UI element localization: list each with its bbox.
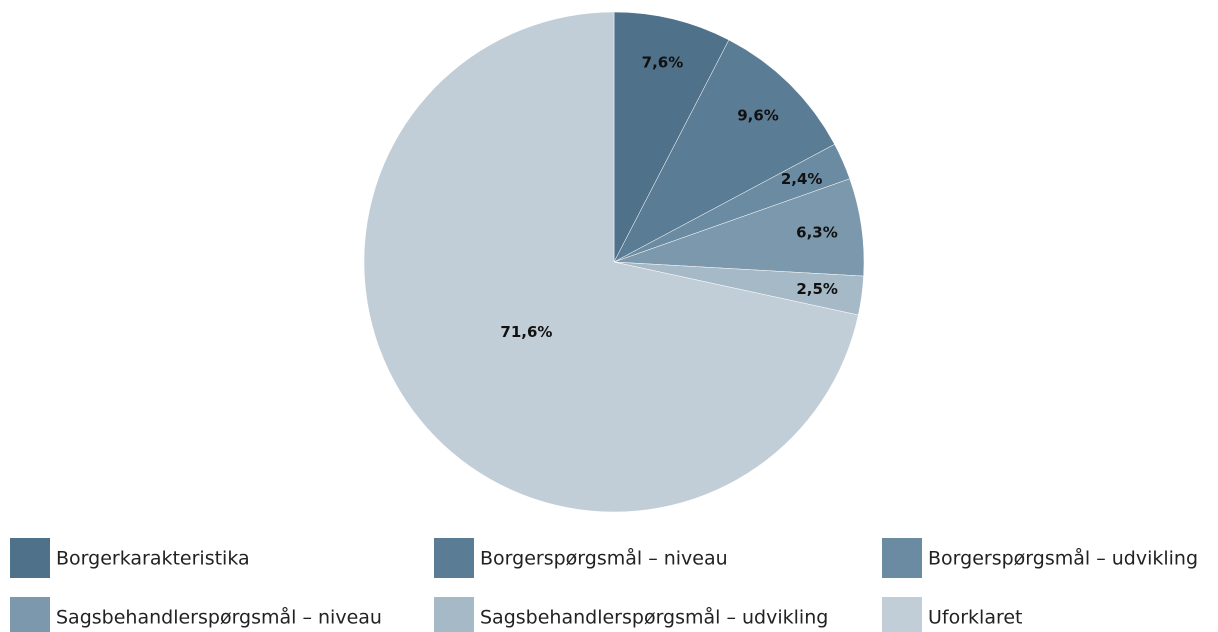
- legend-swatch: [10, 597, 50, 632]
- legend-swatch: [434, 597, 474, 632]
- data-label: 7,6%: [642, 53, 684, 71]
- data-label: 2,4%: [781, 170, 823, 188]
- legend-label: Borgerspørgsmål – niveau: [480, 547, 728, 570]
- legend-label: Borgerspørgsmål – udvikling: [928, 547, 1198, 570]
- data-label: 2,5%: [796, 280, 838, 298]
- pie-slice: [613, 11, 730, 263]
- pie-slice: [613, 39, 835, 263]
- legend-swatch: [882, 597, 922, 632]
- data-label: 71,6%: [500, 323, 552, 341]
- legend-swatch: [434, 538, 474, 578]
- legend-label: Sagsbehandlerspørgsmål – niveau: [56, 606, 382, 629]
- legend-label: Uforklaret: [928, 607, 1023, 629]
- pie-slice: [363, 11, 859, 513]
- legend-swatch: [10, 538, 50, 578]
- data-label: 9,6%: [737, 107, 779, 125]
- legend-swatch: [882, 538, 922, 578]
- legend-label: Sagsbehandlerspørgsmål – udvikling: [480, 606, 828, 629]
- data-label: 6,3%: [796, 224, 838, 242]
- legend-label: Borgerkarakteristika: [56, 548, 250, 570]
